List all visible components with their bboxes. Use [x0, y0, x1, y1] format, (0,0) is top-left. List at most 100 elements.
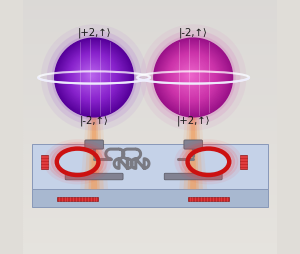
- Bar: [240, 155, 247, 169]
- Bar: [23, 21, 277, 23]
- Ellipse shape: [87, 72, 95, 80]
- Bar: [23, 241, 277, 243]
- Bar: [23, 44, 277, 46]
- Bar: [23, 188, 277, 190]
- Ellipse shape: [74, 58, 111, 95]
- Ellipse shape: [75, 59, 110, 94]
- Ellipse shape: [68, 52, 118, 101]
- Bar: [23, 182, 277, 184]
- Bar: [188, 197, 229, 201]
- Bar: [23, 46, 277, 49]
- Ellipse shape: [184, 69, 197, 83]
- Polygon shape: [88, 112, 100, 189]
- Ellipse shape: [163, 47, 222, 106]
- Bar: [23, 114, 277, 116]
- Ellipse shape: [184, 70, 196, 82]
- Ellipse shape: [173, 58, 210, 95]
- Bar: [23, 66, 277, 68]
- Ellipse shape: [66, 49, 121, 104]
- Bar: [23, 161, 277, 163]
- Bar: [23, 159, 277, 161]
- Ellipse shape: [83, 67, 101, 85]
- Bar: [23, 154, 277, 157]
- Bar: [23, 19, 277, 21]
- Ellipse shape: [154, 38, 232, 117]
- Polygon shape: [32, 189, 268, 207]
- Ellipse shape: [59, 43, 128, 112]
- Ellipse shape: [166, 50, 219, 103]
- Ellipse shape: [176, 61, 206, 91]
- Bar: [23, 133, 277, 135]
- Bar: [23, 116, 277, 119]
- Ellipse shape: [172, 57, 211, 96]
- Ellipse shape: [85, 69, 98, 83]
- Bar: [23, 184, 277, 186]
- FancyBboxPatch shape: [164, 173, 222, 180]
- Bar: [23, 144, 277, 146]
- Text: |+2,↑⟩: |+2,↑⟩: [176, 115, 210, 126]
- Bar: [23, 13, 277, 15]
- Bar: [23, 53, 277, 55]
- Ellipse shape: [160, 45, 225, 110]
- Bar: [23, 76, 277, 78]
- Ellipse shape: [47, 30, 141, 125]
- Ellipse shape: [63, 46, 124, 107]
- Bar: [23, 227, 277, 229]
- Ellipse shape: [81, 65, 103, 87]
- Ellipse shape: [182, 67, 200, 85]
- Bar: [23, 229, 277, 231]
- Ellipse shape: [159, 44, 226, 111]
- Bar: [23, 15, 277, 17]
- Bar: [23, 165, 277, 167]
- Bar: [23, 30, 277, 32]
- Bar: [41, 155, 48, 169]
- Ellipse shape: [151, 35, 236, 120]
- Ellipse shape: [146, 30, 240, 125]
- Bar: [23, 110, 277, 112]
- Ellipse shape: [64, 47, 123, 106]
- Ellipse shape: [177, 62, 205, 90]
- FancyBboxPatch shape: [65, 173, 123, 180]
- Bar: [23, 11, 277, 13]
- Bar: [23, 252, 277, 254]
- Bar: [23, 27, 277, 30]
- Bar: [23, 42, 277, 44]
- Bar: [23, 199, 277, 201]
- Bar: [23, 195, 277, 197]
- Bar: [23, 95, 277, 97]
- Bar: [23, 205, 277, 208]
- Ellipse shape: [171, 56, 212, 97]
- Bar: [23, 123, 277, 125]
- Ellipse shape: [78, 62, 106, 90]
- Bar: [23, 178, 277, 180]
- Bar: [23, 190, 277, 193]
- Bar: [23, 17, 277, 19]
- Ellipse shape: [188, 74, 192, 77]
- Bar: [23, 173, 277, 176]
- Bar: [23, 55, 277, 57]
- Bar: [23, 169, 277, 171]
- Bar: [23, 220, 277, 222]
- Ellipse shape: [175, 60, 208, 93]
- Polygon shape: [190, 112, 196, 189]
- Ellipse shape: [85, 70, 97, 82]
- Polygon shape: [188, 112, 199, 189]
- Ellipse shape: [161, 45, 224, 108]
- Bar: [23, 214, 277, 216]
- Bar: [23, 57, 277, 59]
- Ellipse shape: [80, 64, 104, 88]
- Ellipse shape: [89, 74, 93, 77]
- Bar: [23, 231, 277, 233]
- Ellipse shape: [156, 40, 230, 115]
- Bar: [23, 34, 277, 36]
- Ellipse shape: [57, 40, 131, 115]
- Bar: [23, 135, 277, 138]
- Bar: [23, 112, 277, 114]
- Bar: [23, 68, 277, 70]
- Bar: [23, 25, 277, 27]
- Ellipse shape: [185, 71, 195, 81]
- Bar: [23, 138, 277, 140]
- Ellipse shape: [72, 56, 113, 97]
- Text: |-2,↑⟩: |-2,↑⟩: [80, 115, 109, 126]
- Polygon shape: [80, 112, 108, 189]
